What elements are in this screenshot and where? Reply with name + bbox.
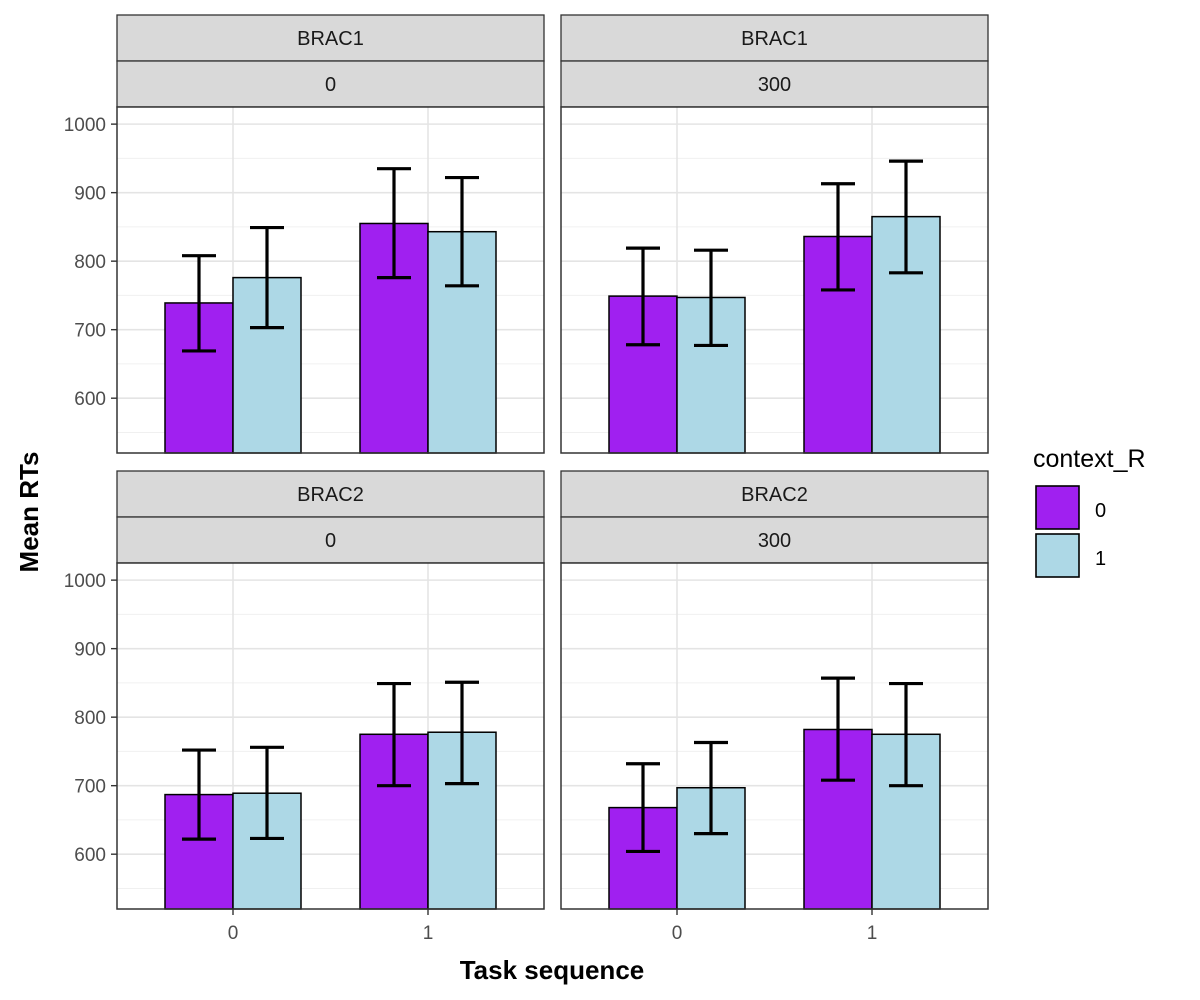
error-bar [445,175,479,288]
y-tick-label: 600 [74,845,106,866]
y-tick-label: 900 [74,640,106,661]
y-tick-label: 1000 [64,115,106,136]
y-axis-title: Mean RTs [14,452,44,573]
error-bar [182,254,216,353]
panel-border [116,106,545,454]
legend-key-0 [1035,485,1080,530]
x-tick-label: 1 [423,923,434,944]
y-tick-label: 800 [74,708,106,729]
facet-strip-row [116,470,545,518]
facet-strip-row-label: BRAC2 [297,484,364,506]
y-tick-label: 700 [74,321,106,342]
error-bar [250,225,284,330]
error-bar [889,681,923,788]
facet-strip-row [560,470,989,518]
facet-strip-col [560,60,989,108]
error-bar [889,159,923,275]
facet-strip-col [116,516,545,564]
error-bar [821,676,855,782]
panel-1: BRAC1 300 [560,14,989,454]
error-bar [377,681,411,788]
axes-layer: 600 700 800 900 1000 600 700 800 900 1000 0 1 0 1 [64,115,878,944]
panels-layer: BRAC1 0 BRAC1 300 BRAC2 0 BRAC2 300 [116,14,989,910]
panel-border [560,106,989,454]
facet-strip-row [116,14,545,62]
error-bar [182,748,216,841]
y-tick-label: 700 [74,777,106,798]
x-tick-label: 1 [867,923,878,944]
legend-label-0: 0 [1095,500,1106,522]
facet-strip-row-label: BRAC1 [297,28,364,50]
error-bar [377,167,411,280]
error-bar [694,740,728,836]
facet-strip-row-label: BRAC1 [741,28,808,50]
error-bar [445,680,479,786]
panel-border [116,562,545,910]
y-tick-label: 900 [74,184,106,205]
panel-2: BRAC2 0 [116,470,545,910]
facet-strip-col-label: 0 [325,74,336,96]
panel-border [560,562,989,910]
panel-3: BRAC2 300 [560,470,989,910]
error-bar [626,246,660,347]
facet-strip-col-label: 0 [325,530,336,552]
facet-strip-row [560,14,989,62]
legend: context_R 0 1 [1033,445,1146,578]
error-bar [250,745,284,841]
x-tick-label: 0 [228,923,239,944]
panel-0: BRAC1 0 [116,14,545,454]
y-tick-label: 1000 [64,571,106,592]
legend-label-1: 1 [1095,548,1106,570]
legend-key-1 [1035,533,1080,578]
y-tick-label: 800 [74,252,106,273]
error-bar [821,182,855,292]
facet-strip-col-label: 300 [758,74,791,96]
y-tick-label: 600 [74,389,106,410]
error-bar [694,248,728,348]
legend-title: context_R [1033,445,1146,473]
x-tick-label: 0 [672,923,683,944]
facet-strip-col-label: 300 [758,530,791,552]
facet-strip-col [116,60,545,108]
error-bar [626,762,660,854]
facet-strip-col [560,516,989,564]
facet-strip-row-label: BRAC2 [741,484,808,506]
x-axis-title: Task sequence [460,955,645,985]
